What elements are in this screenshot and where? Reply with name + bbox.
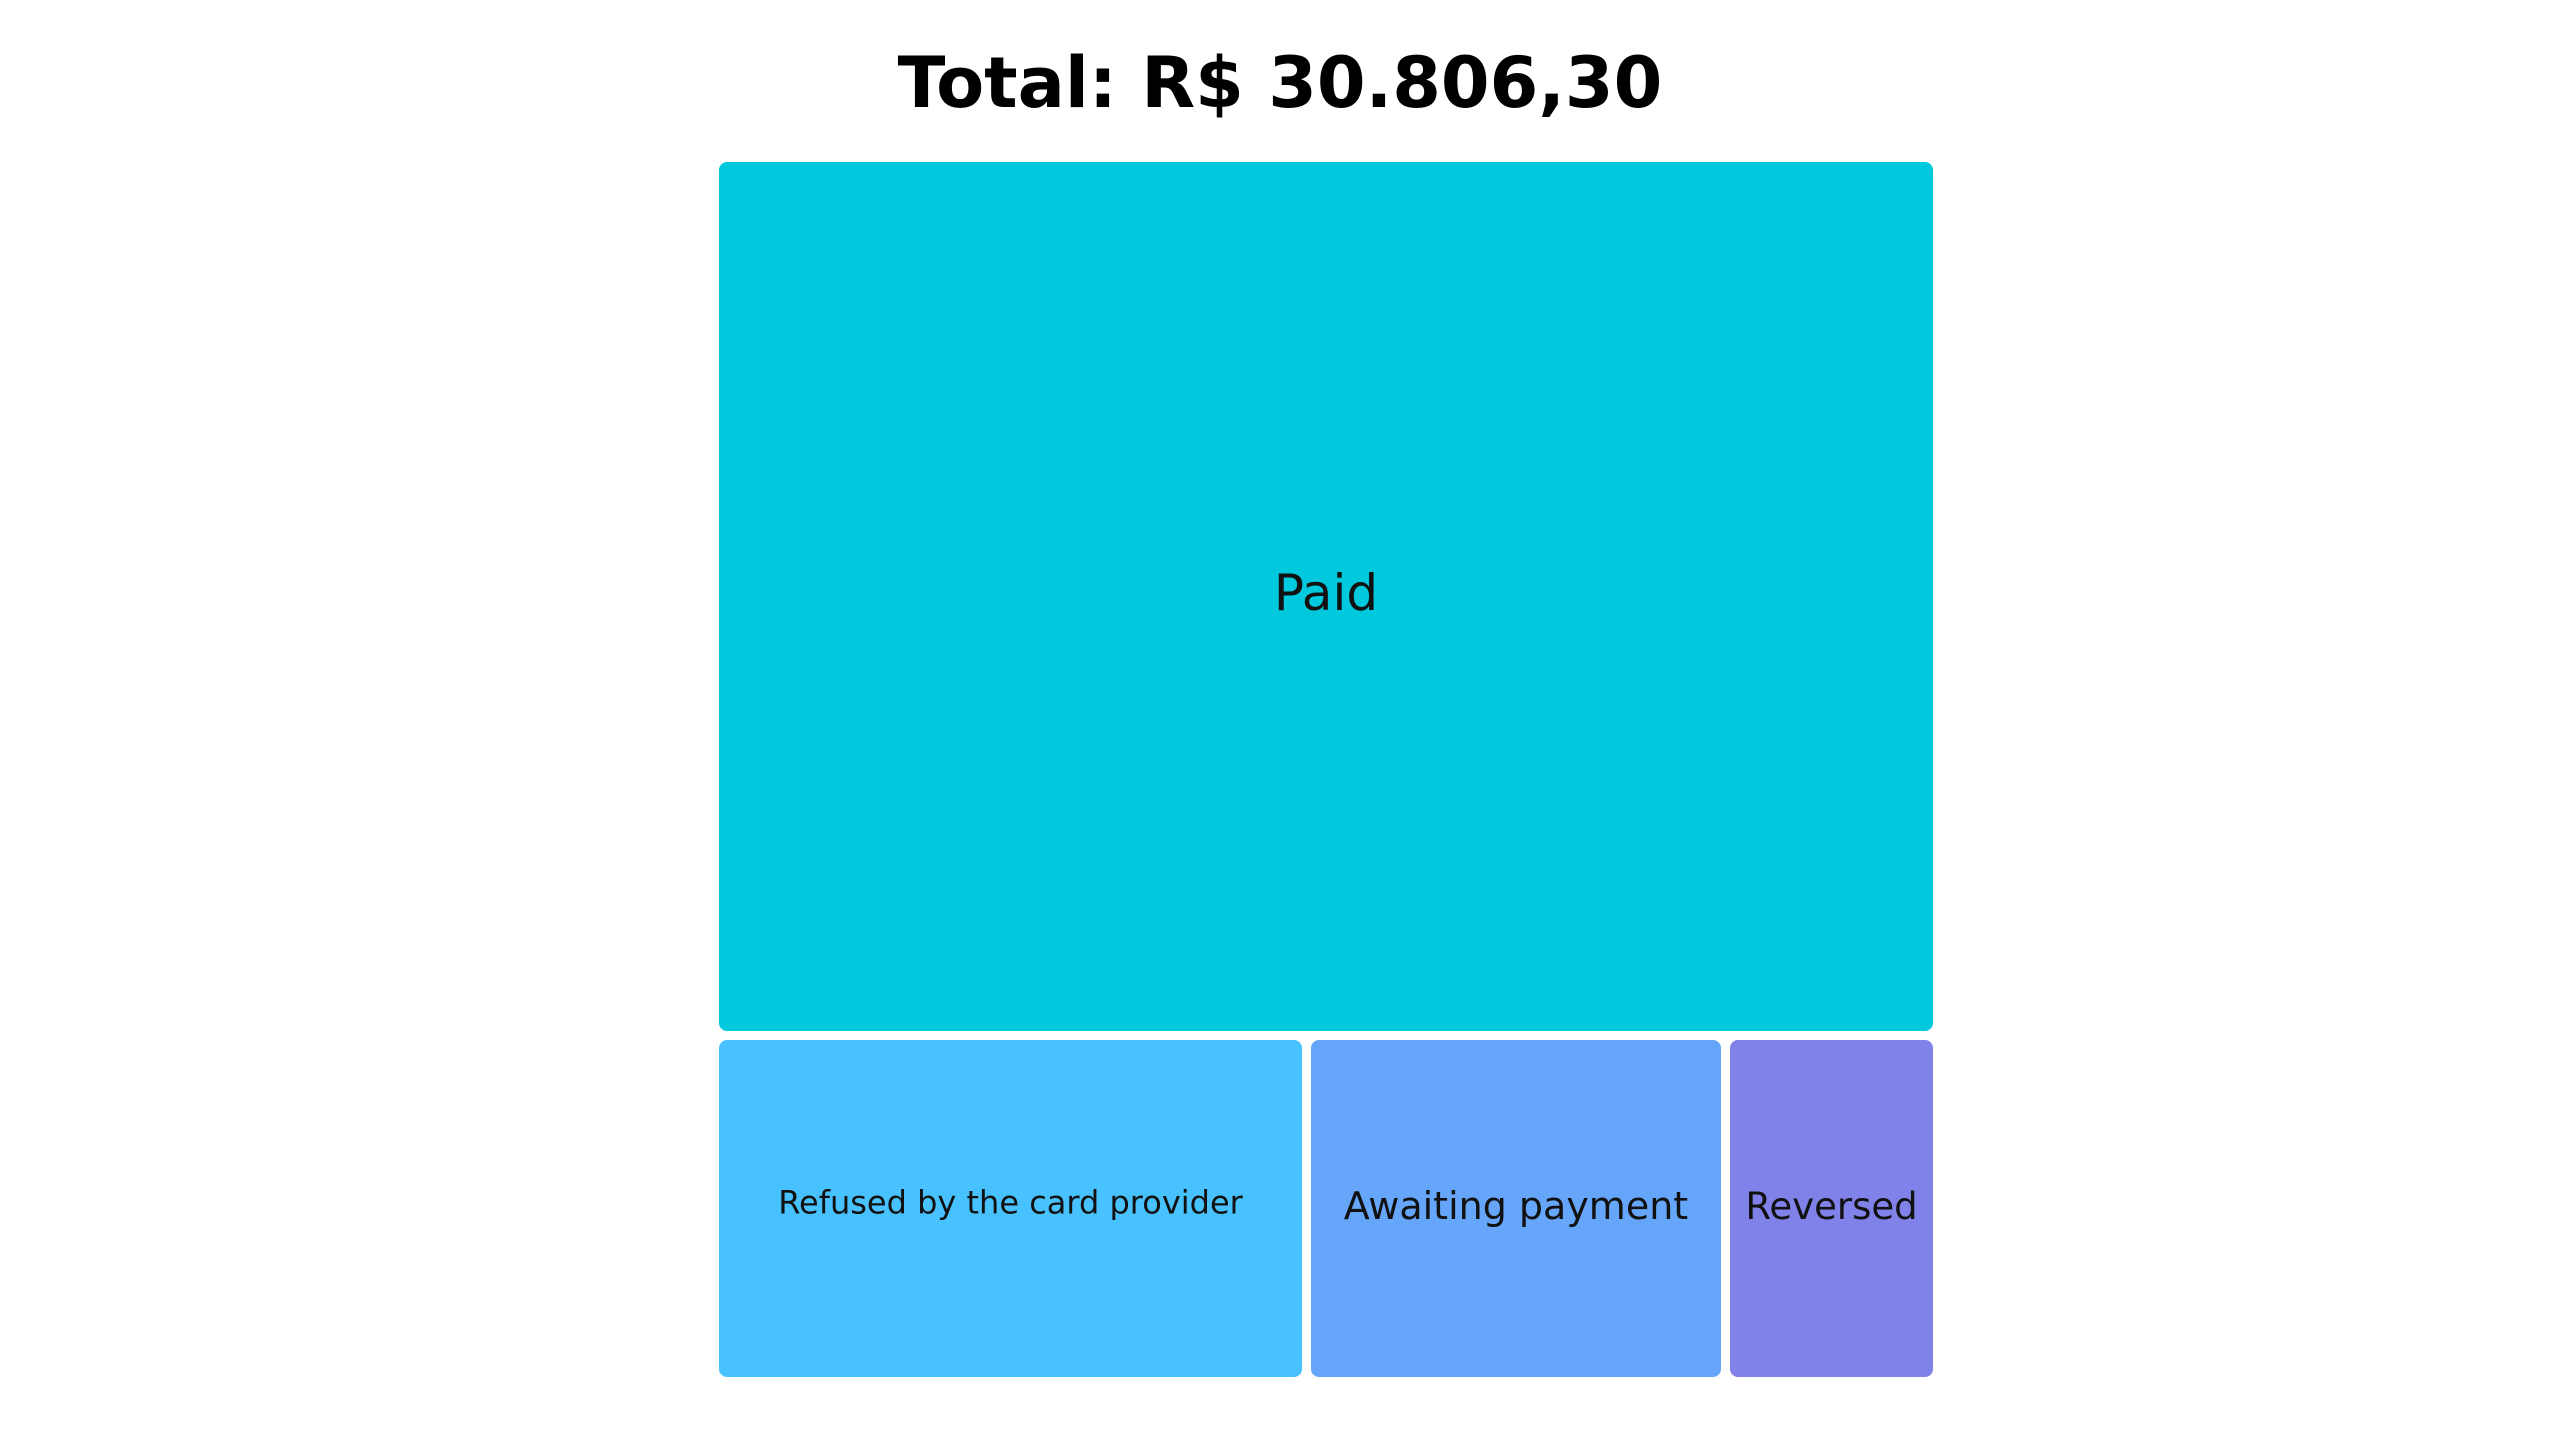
tile-refused-label: Refused by the card provider bbox=[778, 1184, 1243, 1222]
tile-reversed-label: Reversed bbox=[1745, 1185, 1917, 1228]
tile-reversed[interactable] bbox=[1730, 1040, 1933, 1377]
tile-awaiting[interactable] bbox=[1311, 1040, 1721, 1377]
chart-title: Total: R$ 30.806,30 bbox=[897, 42, 1663, 124]
tile-refused[interactable] bbox=[719, 1040, 1302, 1377]
tile-paid-label: Paid bbox=[1274, 564, 1378, 622]
tile-paid[interactable] bbox=[719, 162, 1933, 1031]
tile-awaiting-label: Awaiting payment bbox=[1344, 1184, 1688, 1228]
